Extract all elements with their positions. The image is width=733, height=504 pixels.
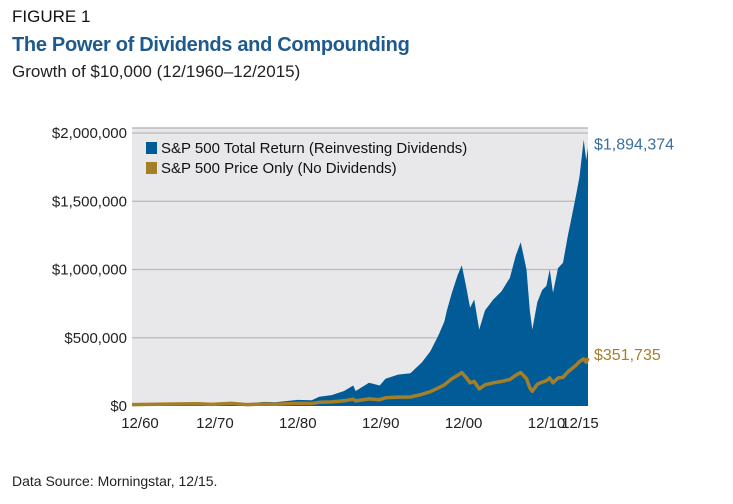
x-tick-label: 12/15 [561,415,599,432]
x-tick-label: 12/80 [279,415,317,432]
y-tick-label: $1,000,000 [52,262,127,279]
y-tick-label: $1,500,000 [52,193,127,210]
chart-title: The Power of Dividends and Compounding [12,34,410,56]
legend-label: S&P 500 Total Return (Reinvesting Divide… [161,140,467,157]
x-tick-label: 12/70 [196,415,234,432]
series-end-label: $1,894,374 [594,136,674,153]
legend-label: S&P 500 Price Only (No Dividends) [161,160,397,177]
x-tick-label: 12/60 [121,415,159,432]
figure-label: FIGURE 1 [12,7,91,26]
y-tick-label: $500,000 [64,330,127,347]
chart-subtitle: Growth of $10,000 (12/1960–12/2015) [12,62,301,81]
series-line-price-only [131,357,590,407]
x-tick-label: 12/00 [445,415,483,432]
series-area-total-return [132,139,588,407]
x-tick-label: 12/90 [362,415,400,432]
data-source: Data Source: Morningstar, 12/15. [12,473,218,489]
legend-swatch [146,162,157,174]
legend-swatch [146,142,157,154]
series-end-label: $351,735 [594,347,661,364]
y-tick-label: $2,000,000 [52,125,127,142]
x-tick-label: 12/10 [528,415,566,432]
y-tick-label: $0 [110,398,127,415]
